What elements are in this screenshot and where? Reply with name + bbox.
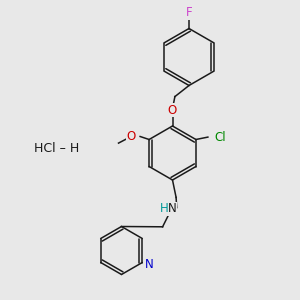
Text: F: F [186, 6, 192, 20]
Text: O: O [126, 130, 136, 143]
Text: Cl: Cl [214, 130, 226, 144]
Text: H: H [160, 202, 169, 215]
Text: N: N [145, 257, 154, 271]
Text: O: O [168, 104, 177, 117]
Text: N: N [168, 202, 177, 215]
Text: HCl – H: HCl – H [34, 142, 80, 155]
